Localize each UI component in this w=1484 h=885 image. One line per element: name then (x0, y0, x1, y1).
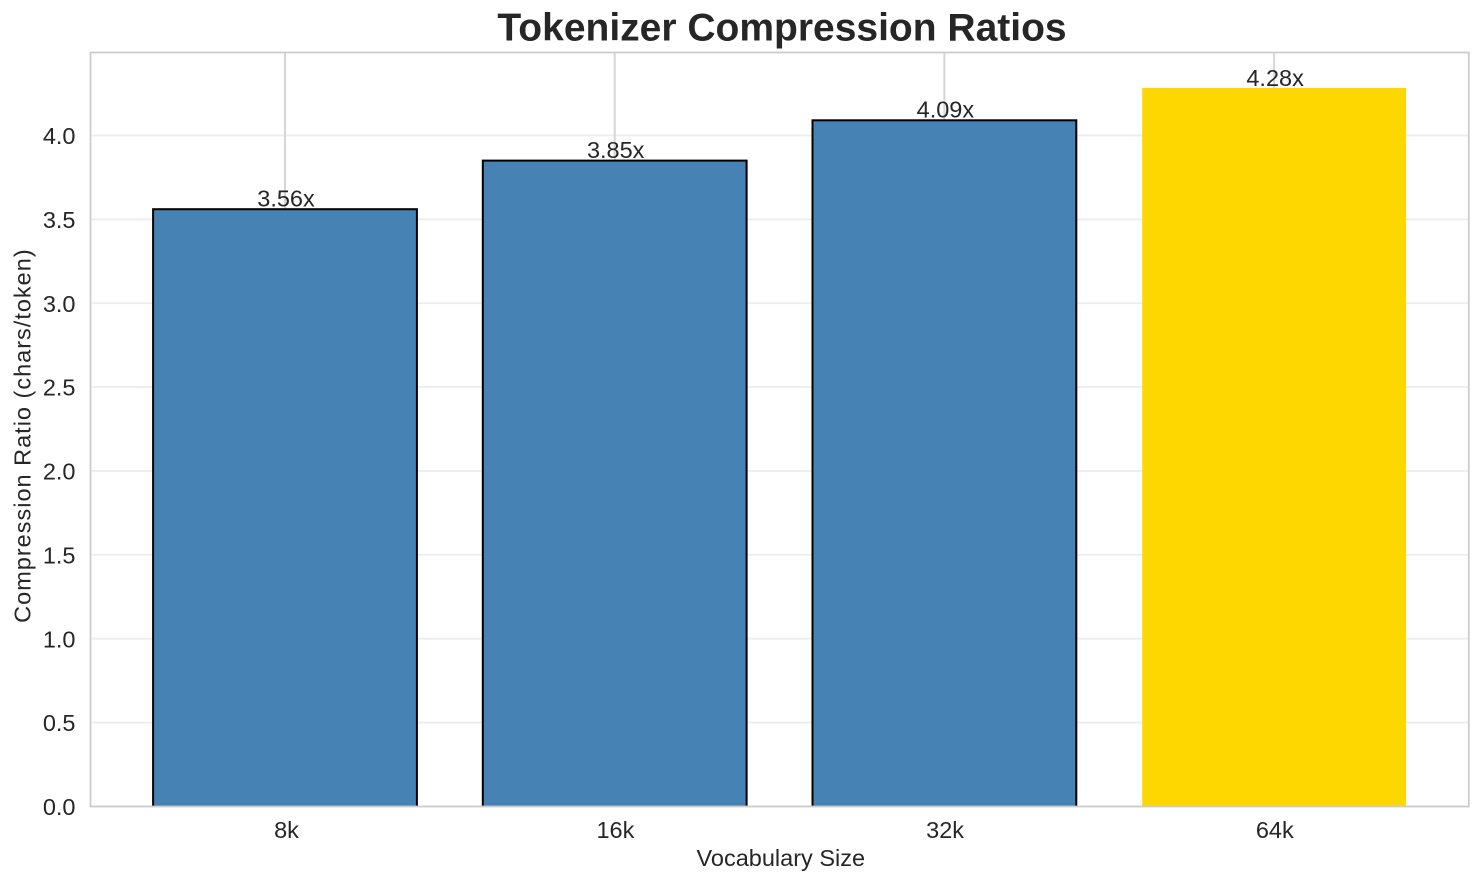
svg-text:4.0: 4.0 (43, 123, 76, 149)
svg-text:8k: 8k (274, 817, 299, 843)
svg-text:4.09x: 4.09x (917, 97, 975, 123)
svg-text:32k: 32k (926, 817, 964, 843)
svg-text:2.0: 2.0 (43, 459, 76, 485)
svg-text:3.85x: 3.85x (587, 137, 645, 163)
svg-text:16k: 16k (596, 817, 634, 843)
svg-text:Tokenizer Compression Ratios: Tokenizer Compression Ratios (497, 6, 1066, 49)
svg-text:Vocabulary Size: Vocabulary Size (697, 845, 866, 871)
svg-text:3.56x: 3.56x (257, 186, 315, 212)
svg-text:0.5: 0.5 (43, 710, 76, 736)
svg-text:3.0: 3.0 (43, 291, 76, 317)
svg-text:2.5: 2.5 (43, 375, 76, 401)
svg-text:1.0: 1.0 (43, 626, 76, 652)
svg-text:64k: 64k (1256, 817, 1294, 843)
svg-text:4.28x: 4.28x (1246, 65, 1304, 91)
svg-text:1.5: 1.5 (43, 542, 76, 568)
svg-text:0.0: 0.0 (43, 794, 76, 820)
svg-text:Compression Ratio (chars/token: Compression Ratio (chars/token) (10, 248, 36, 622)
svg-text:3.5: 3.5 (43, 207, 76, 233)
